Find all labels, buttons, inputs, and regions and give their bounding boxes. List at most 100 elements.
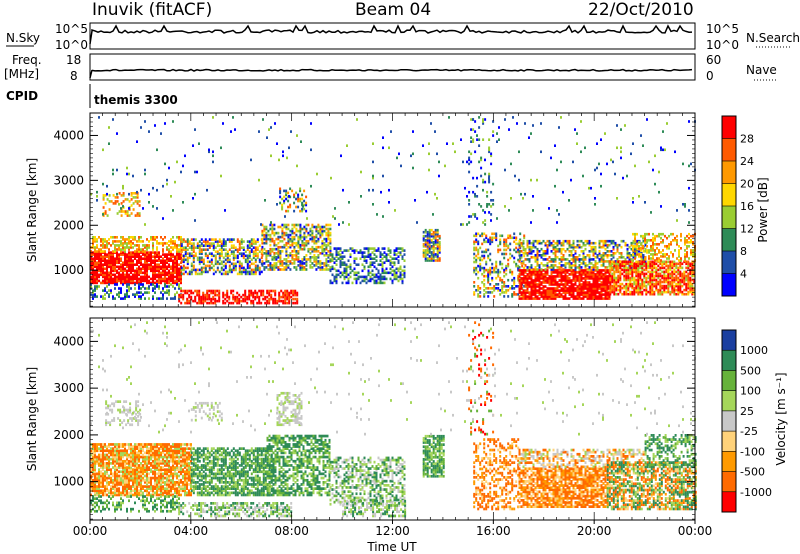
echo-cell [513,278,516,282]
echo-cell [538,254,541,257]
echo-cell [667,264,670,268]
echo-cell [309,237,312,241]
echo-cell [92,279,94,283]
echo-cell [104,289,106,292]
echo-cell [604,275,607,278]
echo-cell [483,240,486,244]
echo-cell [285,231,288,235]
echo-cell [333,279,336,283]
echo-cell [184,301,187,305]
echo-cell [598,241,601,245]
echo-cell [436,232,439,236]
echo-cell [598,287,601,290]
echo-cell [615,288,618,292]
echo-cell [325,227,328,231]
echo-cell [670,243,672,246]
echo-cell [685,278,688,282]
echo-cell [401,255,404,258]
echo-cell [634,236,636,240]
echo-cell [484,180,487,184]
freq-trace [89,68,693,79]
echo-cell [284,293,287,297]
echo-cell [232,250,235,253]
echo-cell [124,257,126,260]
echo-cell [162,238,164,241]
echo-cell [679,280,682,284]
echo-cell [90,283,92,286]
echo-cell [606,289,609,292]
echo-cell [94,250,96,253]
echo-cell [329,279,332,283]
echo-cell [616,258,619,261]
echo-cell [681,262,684,266]
echo-cell [100,257,102,260]
echo-cell [305,195,308,199]
echo-cell [542,289,545,292]
echo-cell [528,283,531,286]
echo-cell [315,268,318,271]
echo-cell [686,255,688,258]
echo-cell [477,256,480,260]
echo-cell [224,240,227,243]
echo-cell [503,248,506,252]
echo-cell [526,297,529,300]
echo-cell [617,292,620,296]
echo-cell [542,279,545,282]
echo-cell [305,229,308,233]
echo-cell [554,279,557,282]
echo-cell [351,249,354,252]
echo-cell [248,240,251,243]
echo-cell [602,277,605,280]
echo-cell [515,285,518,288]
echo-cell [286,297,289,301]
echo-cell [118,248,120,251]
echo-cell [627,262,630,266]
echo-cell [146,269,148,273]
echo-cell [98,265,100,269]
echo-cell [630,241,633,245]
echo-cell [600,295,603,298]
echo-cell [313,235,316,239]
echo-cell [333,261,336,264]
echo-cell [182,256,185,260]
echo-cell [509,256,512,260]
echo-cell [136,244,138,247]
echo-cell [436,247,439,250]
echo-cell [196,291,199,295]
echo-cell [136,273,138,277]
echo-cell [657,264,660,268]
echo-cell [208,268,211,272]
echo-cell [432,257,435,260]
echo-cell [301,209,304,213]
echo-cell [204,240,207,243]
echo-cell [104,287,106,290]
echo-cell [655,272,658,276]
echo-cell [560,250,563,253]
echo-cell [152,205,154,208]
echo-cell [112,279,114,283]
echo-cell [146,291,148,294]
echo-cell [252,246,255,249]
echo-cell [513,248,516,252]
echo-cell [279,235,282,239]
echo-cell [552,245,555,249]
echo-cell [532,273,535,276]
echo-cell [176,279,178,283]
echo-cell [488,172,491,176]
echo-cell [397,261,400,264]
echo-cell [218,295,221,299]
echo-cell [586,264,589,267]
echo-cell [138,281,140,285]
echo-cell [90,192,92,196]
echo-cell [238,266,241,270]
echo-cell [594,245,597,249]
echo-cell [552,295,555,298]
echo-cell [393,251,396,254]
echo-cell [520,273,523,276]
echo-cell [550,283,553,286]
echo-cell [659,284,662,288]
echo-cell [672,232,674,236]
echo-cell [393,269,396,273]
echo-cell [377,263,380,266]
echo-cell [190,248,193,251]
